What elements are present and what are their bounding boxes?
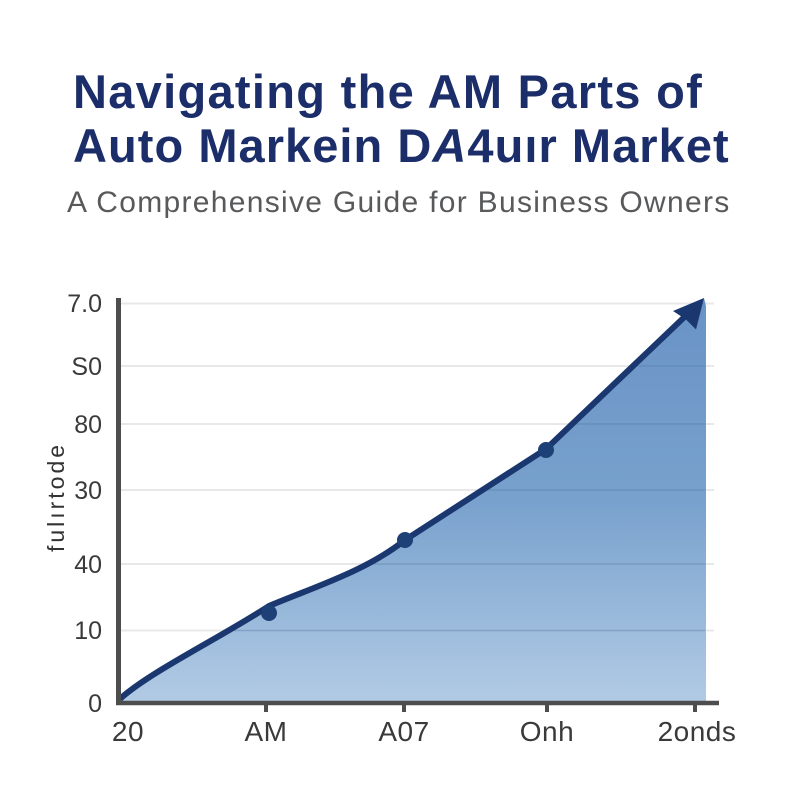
svg-text:20: 20 <box>112 716 144 747</box>
svg-text:80: 80 <box>74 411 102 439</box>
svg-text:0: 0 <box>88 690 102 718</box>
svg-text:S0: S0 <box>71 353 102 381</box>
svg-text:A07: A07 <box>378 716 429 747</box>
svg-text:40: 40 <box>74 551 102 579</box>
svg-text:10: 10 <box>74 617 102 645</box>
svg-text:fulırtode: fulırtode <box>43 442 69 552</box>
svg-text:Onh: Onh <box>520 716 574 747</box>
svg-text:7.0: 7.0 <box>67 290 102 318</box>
svg-text:2onds: 2onds <box>658 716 737 747</box>
svg-text:30: 30 <box>74 477 102 505</box>
svg-text:AM: AM <box>245 716 288 747</box>
